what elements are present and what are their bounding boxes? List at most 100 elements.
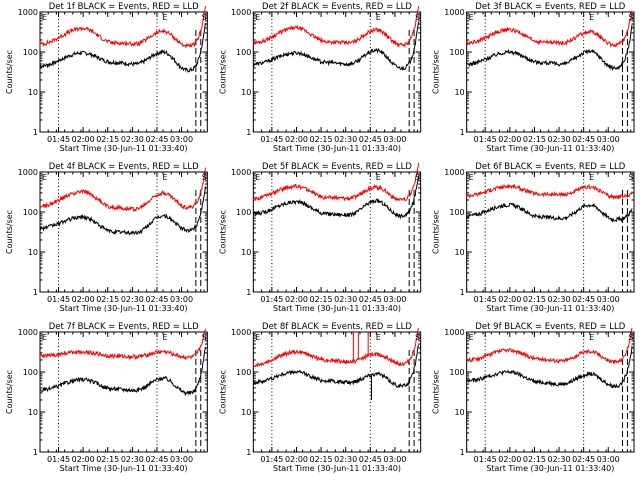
y-tick-label: 1000	[18, 8, 38, 17]
y-tick-label: 10	[454, 408, 464, 417]
chart-title: Det 5f BLACK = Events, RED = LLD	[262, 162, 412, 172]
x-axis-label: Start Time (30-Jun-11 01:33:40)	[273, 144, 401, 153]
x-tick-label: 02:45	[572, 455, 595, 464]
x-tick-label: 01:45	[474, 295, 497, 304]
event-marker-label: E	[468, 173, 473, 182]
event-marker-label: E	[589, 173, 594, 182]
event-marker-label: S	[415, 173, 420, 182]
y-tick-label: 100	[236, 368, 251, 377]
x-tick-label: 02:15	[523, 295, 546, 304]
y-tick-label: 1000	[444, 8, 464, 17]
x-tick-label: 03:00	[170, 135, 193, 144]
event-marker-label: E	[589, 13, 594, 22]
y-tick-label: 10	[28, 248, 38, 257]
chart-title: Det 8f BLACK = Events, RED = LLD	[262, 322, 412, 332]
series-events-line	[39, 186, 206, 236]
chart-panel-3: Det 3f BLACK = Events, RED = LLD 1 10 100 10…	[432, 2, 635, 153]
series-events-line	[252, 175, 420, 220]
plot-frame	[252, 331, 422, 453]
series-lld-line	[39, 328, 206, 361]
x-tick-label: 02:45	[572, 135, 595, 144]
y-tick-label: 1	[33, 288, 38, 297]
x-tick-label: 02:45	[145, 455, 168, 464]
x-tick-label: 02:30	[121, 295, 144, 304]
x-tick-label: 02:45	[359, 295, 382, 304]
x-tick-label: 03:00	[383, 135, 406, 144]
series-lld-line	[39, 5, 206, 48]
event-marker-label: E	[42, 333, 47, 342]
x-tick-label: 02:00	[285, 295, 308, 304]
chart-panel-8: Det 8f BLACK = Events, RED = LLD 1 10 100 10…	[218, 322, 422, 473]
y-tick-label: 100	[236, 208, 251, 217]
x-axis-label: Start Time (30-Jun-11 01:33:40)	[60, 464, 188, 473]
x-tick-label: 02:00	[498, 295, 521, 304]
chart-panel-7: Det 7f BLACK = Events, RED = LLD 1 10 100 10…	[5, 322, 208, 473]
x-tick-label: 03:00	[170, 295, 193, 304]
plot-frame	[466, 11, 635, 133]
x-tick-label: 01:45	[260, 455, 283, 464]
x-tick-label: 01:45	[47, 455, 70, 464]
chart-panel-6: Det 6f BLACK = Events, RED = LLD 1 10 100 10…	[432, 162, 635, 313]
x-tick-label: 02:45	[145, 295, 168, 304]
series-lld-line	[252, 6, 420, 49]
x-tick-label: 02:00	[72, 295, 95, 304]
y-tick-label: 1000	[231, 168, 251, 177]
event-marker-label: E	[42, 13, 47, 22]
x-tick-label: 02:30	[334, 135, 357, 144]
y-tick-label: 100	[23, 368, 38, 377]
y-axis-label: Counts/sec	[432, 370, 441, 414]
x-tick-label: 02:15	[310, 455, 333, 464]
event-marker-label: S	[202, 333, 207, 342]
x-tick-label: 02:30	[121, 455, 144, 464]
y-tick-label: 10	[241, 248, 251, 257]
series-lld-line	[252, 162, 420, 202]
x-tick-label: 02:45	[572, 295, 595, 304]
y-tick-label: 100	[449, 208, 464, 217]
x-tick-label: 01:45	[47, 135, 70, 144]
x-tick-label: 02:30	[547, 455, 570, 464]
x-axis-label: Start Time (30-Jun-11 01:33:40)	[60, 304, 188, 313]
series-events-line	[253, 344, 420, 389]
x-tick-label: 02:15	[310, 295, 333, 304]
x-axis-label: Start Time (30-Jun-11 01:33:40)	[273, 464, 401, 473]
x-axis-label: Start Time (30-Jun-11 01:33:40)	[486, 304, 614, 313]
event-marker-label: E	[255, 173, 260, 182]
y-axis-label: Counts/sec	[218, 210, 227, 254]
y-axis-label: Counts/sec	[432, 50, 441, 94]
chart-title: Det 2f BLACK = Events, RED = LLD	[262, 2, 412, 12]
chart-title: Det 4f BLACK = Events, RED = LLD	[49, 162, 199, 172]
x-axis-label: Start Time (30-Jun-11 01:33:40)	[486, 464, 614, 473]
y-tick-label: 100	[449, 48, 464, 57]
x-tick-label: 02:00	[498, 135, 521, 144]
x-tick-label: 02:15	[310, 135, 333, 144]
event-marker-label: E	[376, 13, 381, 22]
y-axis-label: Counts/sec	[5, 50, 14, 94]
y-tick-label: 1000	[231, 8, 251, 17]
event-marker-label: S	[202, 13, 207, 22]
x-tick-label: 01:45	[47, 295, 70, 304]
y-tick-label: 1	[460, 128, 465, 137]
x-tick-label: 02:30	[334, 455, 357, 464]
event-marker-label: E	[162, 173, 167, 182]
series-lld-line	[466, 183, 633, 201]
y-tick-label: 1	[460, 448, 465, 457]
y-tick-label: 100	[449, 368, 464, 377]
x-tick-label: 01:45	[260, 135, 283, 144]
x-tick-label: 03:00	[383, 295, 406, 304]
x-tick-label: 02:30	[334, 295, 357, 304]
y-tick-label: 10	[241, 88, 251, 97]
series-lld-line	[39, 167, 206, 213]
x-tick-label: 02:45	[145, 135, 168, 144]
plot-frame	[466, 331, 635, 453]
y-tick-label: 10	[454, 88, 464, 97]
event-marker-label: E	[376, 333, 381, 342]
y-tick-label: 1000	[231, 328, 251, 337]
y-tick-label: 1	[246, 128, 251, 137]
x-tick-label: 02:00	[72, 135, 95, 144]
x-tick-label: 01:45	[474, 135, 497, 144]
event-marker-label: E	[162, 13, 167, 22]
x-tick-label: 03:00	[170, 455, 193, 464]
y-axis-label: Counts/sec	[432, 210, 441, 254]
series-events-line	[39, 23, 206, 73]
